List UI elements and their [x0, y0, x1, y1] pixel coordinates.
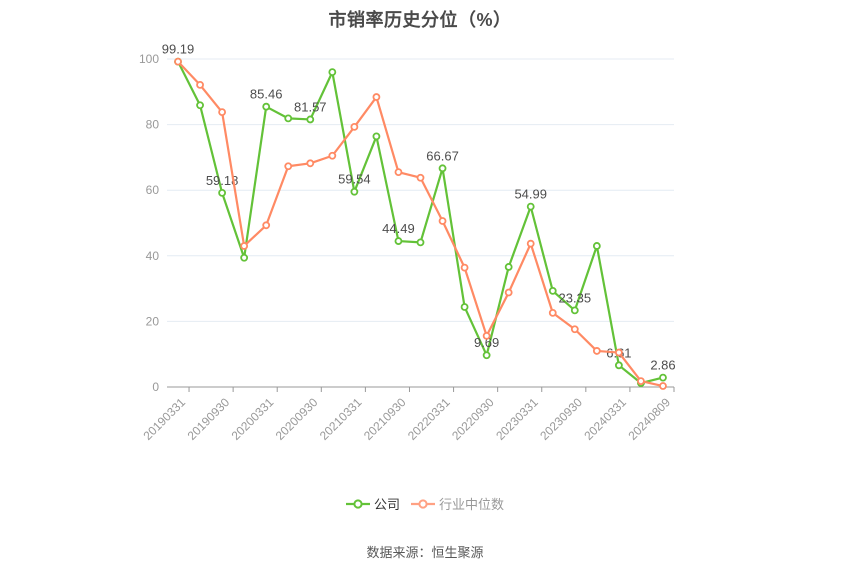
legend-line-marker-icon — [411, 498, 435, 509]
x-axis-tick-label: 20190331 — [140, 395, 188, 443]
data-point-marker — [372, 93, 381, 101]
series-line — [176, 60, 665, 385]
data-point-marker — [548, 308, 557, 317]
point-labels: 99.19 59.18 85.46 81.57 59.54 44.49 66.67 9.69 5… — [162, 42, 676, 373]
data-point-marker — [284, 114, 293, 123]
data-point-marker — [262, 221, 271, 230]
x-axis-tick-label: 20230930 — [537, 395, 585, 443]
y-axis-tick-label: 100 — [139, 52, 159, 66]
x-axis-tick-label: 20190930 — [185, 395, 233, 443]
series-industry-median — [174, 57, 667, 390]
data-point-marker — [570, 325, 579, 334]
data-point-label: 23.35 — [559, 290, 592, 305]
data-point-marker — [570, 306, 579, 315]
data-point-marker — [482, 331, 491, 340]
data-point-marker — [306, 115, 315, 124]
x-axis-tick-label: 20220930 — [449, 395, 497, 443]
x-axis-tick-label: 20200331 — [229, 395, 277, 443]
data-point-marker — [438, 217, 447, 225]
x-axis-tick-label: 20200930 — [273, 395, 321, 443]
data-point-label: 59.54 — [338, 172, 371, 187]
data-point-marker — [350, 187, 359, 196]
data-point-marker — [614, 348, 623, 357]
legend-item-industry-median[interactable]: 行业中位数 — [411, 494, 504, 513]
series-company — [174, 57, 667, 387]
legend-line-marker-icon — [345, 498, 370, 509]
x-axis-tick-label: 20230331 — [493, 395, 541, 443]
data-point-label: 9.69 — [474, 335, 499, 350]
data-point-label: 66.67 — [426, 148, 459, 163]
y-axis-tick-label: 80 — [146, 118, 160, 132]
data-point-marker — [482, 351, 491, 360]
series-line — [176, 60, 665, 388]
data-point-marker — [262, 102, 271, 111]
y-axis-tick-label: 0 — [152, 380, 159, 394]
data-point-marker — [504, 263, 513, 271]
data-point-marker — [394, 168, 403, 177]
data-point-label: 81.57 — [294, 99, 327, 114]
legend-item-label: 行业中位数 — [439, 497, 505, 512]
data-point-marker — [659, 373, 667, 382]
data-point-marker — [438, 164, 447, 173]
data-point-marker — [416, 238, 425, 247]
y-axis-tick-label: 40 — [146, 249, 160, 263]
x-axis-tick-label: 20210331 — [317, 395, 365, 443]
chart-canvas: 0 20 40 60 80 100 2019033120190930202003312020… — [139, 42, 676, 443]
legend-item-label: 公司 — [373, 497, 400, 512]
data-point-marker — [350, 122, 359, 131]
data-point-marker — [637, 377, 645, 385]
x-axis-tick-label: 20240809 — [625, 395, 673, 443]
data-point-marker — [504, 288, 513, 297]
data-point-marker — [284, 162, 293, 171]
data-point-label: 44.49 — [382, 221, 415, 236]
data-point-marker — [306, 159, 315, 168]
data-point-marker — [526, 239, 535, 248]
data-point-marker — [196, 81, 204, 89]
data-point-marker — [174, 57, 182, 66]
x-axis-labels: 2019033120190930202003312020093020210331… — [140, 395, 673, 443]
data-point-marker — [416, 173, 425, 182]
y-axis-labels: 0 20 40 60 80 100 — [139, 52, 159, 394]
data-point-marker — [196, 101, 204, 110]
data-point-label: 99.19 — [162, 42, 195, 57]
grid-lines — [167, 58, 674, 322]
data-point-marker — [548, 286, 557, 295]
data-point-marker — [372, 132, 381, 141]
data-point-label: 54.99 — [514, 187, 547, 202]
y-axis-tick-label: 60 — [146, 183, 160, 197]
y-axis-tick-label: 20 — [146, 314, 160, 328]
data-point-label: 59.18 — [206, 173, 239, 188]
x-axis — [167, 386, 675, 392]
data-point-marker — [659, 382, 667, 390]
data-point-marker — [592, 347, 601, 355]
x-axis-tick-label: 20220331 — [405, 395, 453, 443]
data-point-marker — [218, 188, 227, 197]
legend-item-company[interactable]: 公司 — [345, 494, 400, 513]
data-point-marker — [526, 202, 535, 211]
legend: 公司 行业中位数 — [0, 494, 850, 513]
data-point-marker — [218, 108, 227, 117]
chart-title: 市销率历史分位（%） — [328, 10, 512, 30]
data-point-label: 2.86 — [650, 358, 675, 373]
data-point-marker — [328, 68, 337, 77]
data-point-marker — [240, 242, 249, 250]
data-point-marker — [240, 253, 249, 262]
data-source-caption: 数据来源：恒生聚源 — [366, 545, 484, 560]
data-point-marker — [592, 242, 601, 250]
data-point-marker — [614, 361, 623, 370]
data-point-marker — [328, 151, 337, 160]
data-point-marker — [460, 263, 469, 272]
x-axis-tick-label: 20210930 — [361, 395, 409, 443]
data-point-marker — [460, 303, 469, 311]
data-point-label: 85.46 — [250, 87, 283, 102]
x-axis-tick-label: 20240331 — [581, 395, 629, 443]
data-point-marker — [394, 237, 403, 245]
